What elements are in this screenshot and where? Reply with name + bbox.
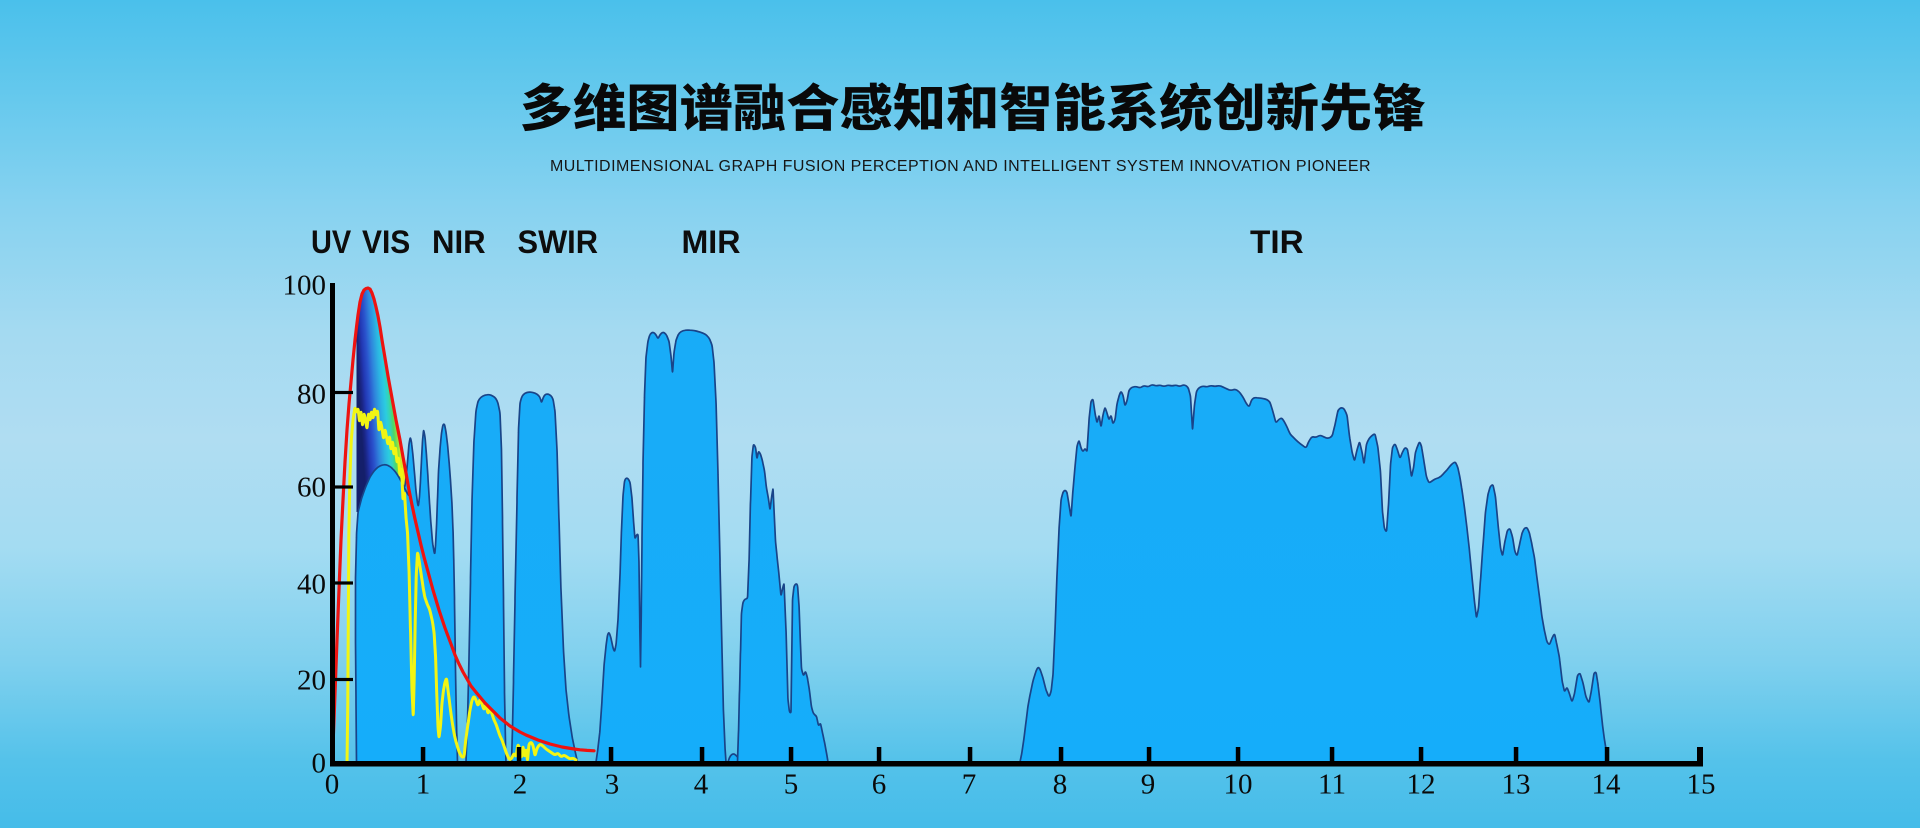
svg-text:2: 2 (513, 769, 528, 801)
svg-text:20: 20 (297, 665, 326, 697)
svg-text:MIR: MIR (682, 224, 741, 260)
svg-text:100: 100 (283, 270, 327, 302)
svg-text:SWIR: SWIR (518, 224, 599, 260)
svg-text:3: 3 (605, 769, 620, 801)
svg-text:6: 6 (872, 769, 887, 801)
svg-text:0: 0 (312, 748, 327, 780)
svg-text:5: 5 (784, 769, 799, 801)
svg-text:10: 10 (1224, 769, 1253, 801)
svg-text:11: 11 (1318, 769, 1346, 801)
svg-text:9: 9 (1141, 769, 1156, 801)
svg-text:4: 4 (694, 769, 709, 801)
svg-text:60: 60 (297, 472, 326, 504)
svg-text:14: 14 (1592, 769, 1622, 801)
svg-text:UV: UV (311, 224, 351, 260)
svg-text:NIR: NIR (432, 224, 486, 260)
svg-text:7: 7 (962, 769, 977, 801)
svg-text:TIR: TIR (1250, 224, 1304, 260)
svg-text:40: 40 (297, 569, 326, 601)
svg-text:0: 0 (325, 769, 340, 801)
svg-text:8: 8 (1053, 769, 1068, 801)
svg-text:13: 13 (1502, 769, 1531, 801)
svg-text:VIS: VIS (362, 224, 410, 260)
svg-text:12: 12 (1407, 769, 1436, 801)
svg-text:15: 15 (1687, 769, 1716, 801)
svg-text:80: 80 (297, 379, 326, 411)
svg-text:1: 1 (416, 769, 431, 801)
